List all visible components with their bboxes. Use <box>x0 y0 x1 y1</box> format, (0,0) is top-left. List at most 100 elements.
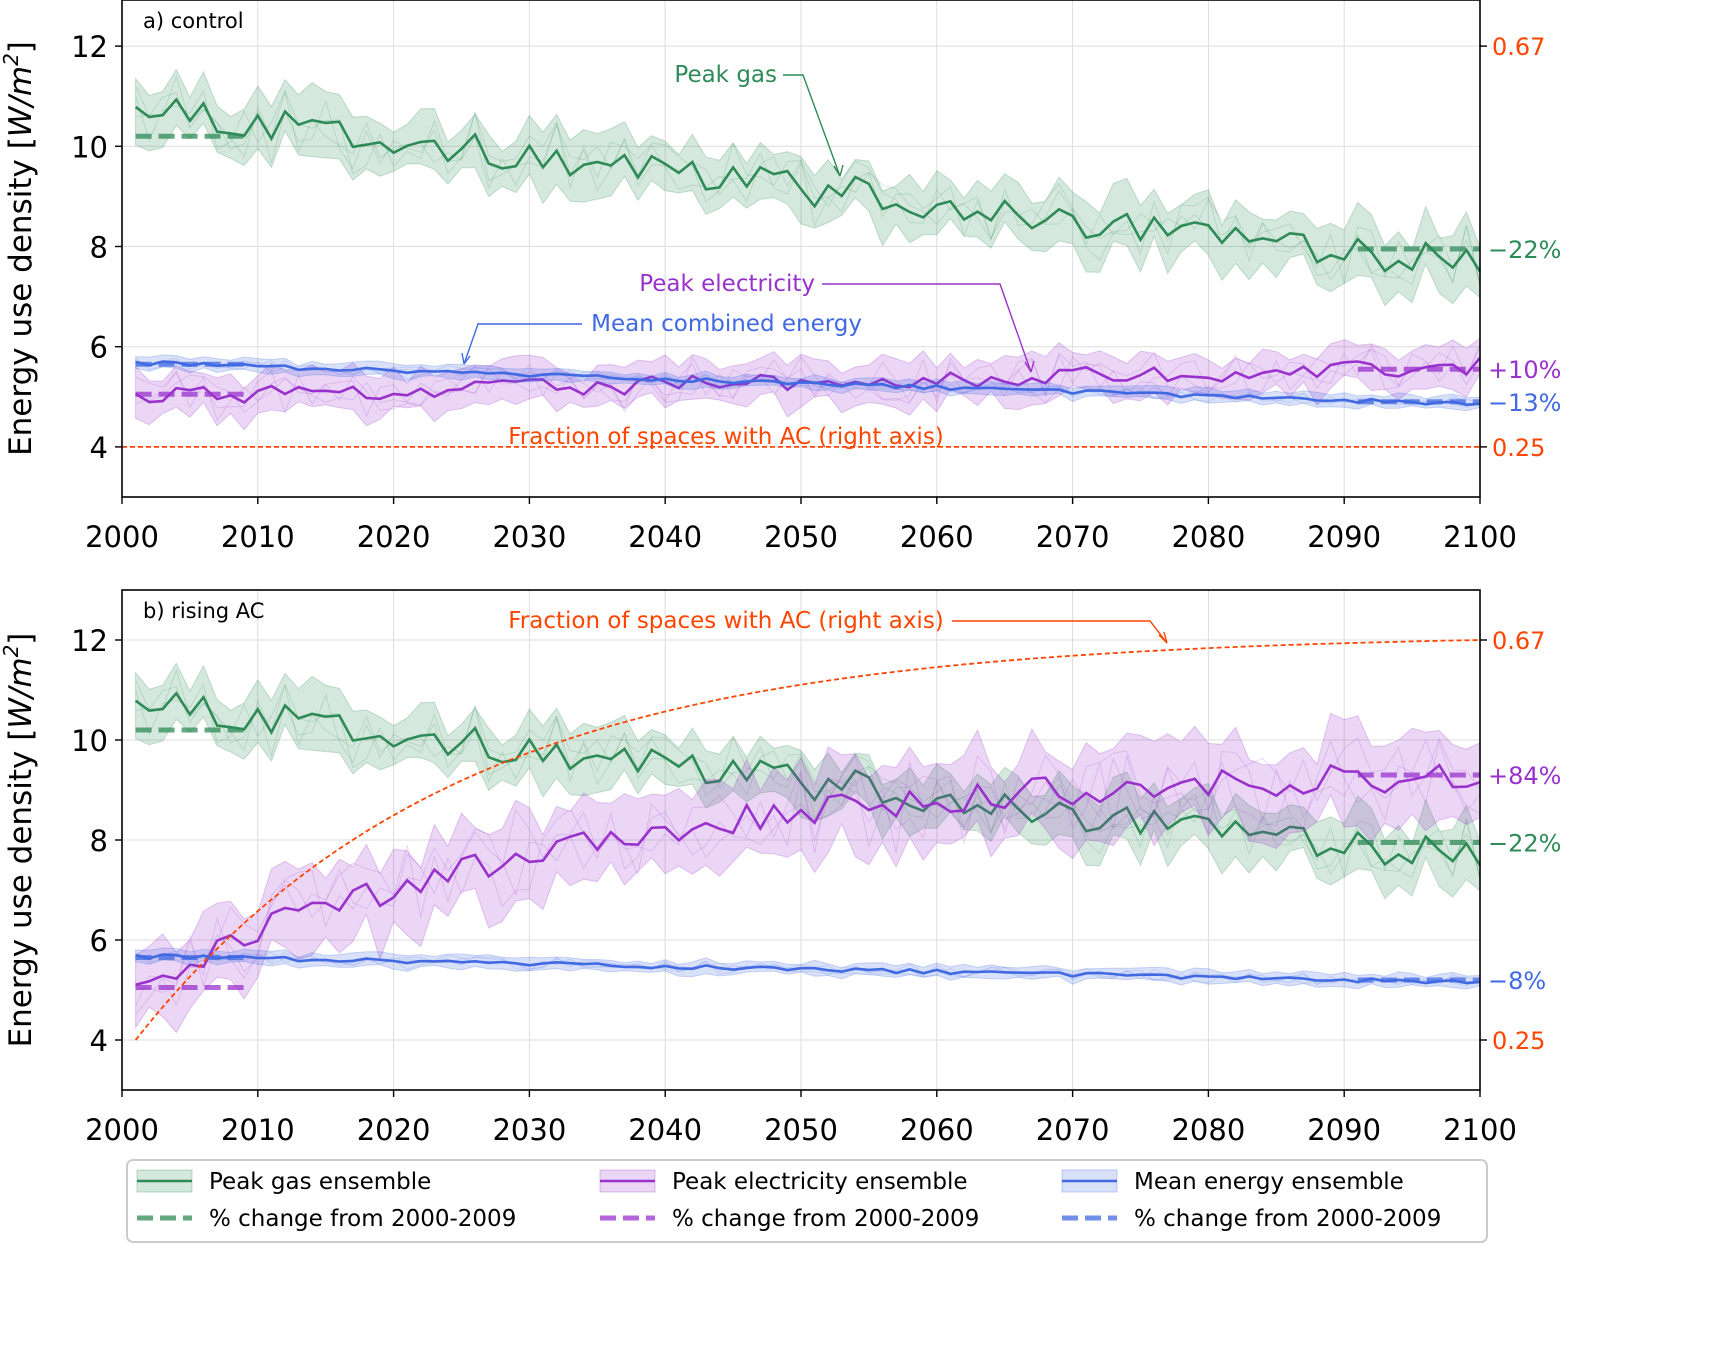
x-tick-label: 2040 <box>628 1113 702 1147</box>
legend-dash-label: % change from 2000-2009 <box>672 1206 979 1232</box>
ensemble-member-line <box>135 74 1481 285</box>
x-tick-label: 2090 <box>1307 1113 1381 1147</box>
annotation-arrowhead-electricity <box>1024 360 1035 373</box>
x-tick-label: 2100 <box>1443 1113 1517 1147</box>
right-tick-label: 0.67 <box>1492 33 1545 61</box>
legend-item-1: Peak gas ensemble % change from 2000-2009 <box>136 1169 516 1232</box>
y-axis-label-close: ] <box>3 41 39 53</box>
y-tick-label: 6 <box>90 924 108 958</box>
ensemble-member-line <box>135 357 1481 406</box>
panel-b: −22% +84% −8% 2000 2010 2020 2030 2040 2050 2060 2… <box>0 589 1561 1147</box>
legend-frame <box>126 1159 1488 1243</box>
change-label: −13% <box>1488 389 1561 417</box>
annotation-arrowhead-ac <box>1158 631 1168 644</box>
x-tick-label: 2030 <box>492 520 566 554</box>
annotation-arrowhead-mean <box>461 352 471 365</box>
x-tick-label: 2080 <box>1171 520 1245 554</box>
panel-a: −22% +10% −13% 2000 2010 2020 2030 2040 2050 2060… <box>0 0 1561 554</box>
annotation-ac-fraction: Fraction of spaces with AC (right axis) <box>508 608 944 634</box>
legend-item-2: Peak electricity ensemble % change from 2… <box>599 1169 979 1232</box>
annotation-arrow-ac <box>952 620 1168 644</box>
y-tick-label: 8 <box>90 231 108 265</box>
y-axis-label-unit: W/m <box>3 657 39 728</box>
x-tick-label: 2070 <box>1036 520 1110 554</box>
legend-item-3: Mean energy ensemble % change from 2000-2… <box>1061 1169 1441 1232</box>
y-axis-label-close: ] <box>3 633 39 645</box>
series-line <box>134 97 1482 273</box>
y-tick-label: 4 <box>90 1024 108 1058</box>
y-tick-label: 8 <box>90 824 108 858</box>
y-axis-label: Energy use density [W/m2] <box>0 633 39 1048</box>
y-tick-label: 10 <box>71 130 108 164</box>
ensemble-member-line <box>135 736 1481 994</box>
change-label: −22% <box>1488 236 1561 264</box>
ensemble-member-line <box>135 89 1481 286</box>
ensemble-member-line <box>135 951 1481 985</box>
x-tick-label: 2010 <box>221 1113 295 1147</box>
annotation-arrow-electricity <box>822 283 1032 373</box>
annotation-peak-electricity: Peak electricity <box>639 271 815 297</box>
x-tick-label: 2070 <box>1036 1113 1110 1147</box>
y-axis-label-sup: 2 <box>0 645 23 658</box>
x-tick-label: 2060 <box>900 1113 974 1147</box>
x-tick-label: 2010 <box>221 520 295 554</box>
x-tick-label: 2080 <box>1171 1113 1245 1147</box>
legend: Peak gas ensemble % change from 2000-2009… <box>126 1159 1488 1243</box>
ensemble-member-line <box>135 679 1481 879</box>
change-label: −22% <box>1488 830 1561 858</box>
legend-line-label: Mean energy ensemble <box>1134 1169 1404 1195</box>
y-tick-label: 6 <box>90 331 108 365</box>
panel-title: a) control <box>143 9 244 33</box>
y-tick-label: 12 <box>71 624 108 658</box>
ensemble-member-line <box>135 683 1481 880</box>
annotation-mean-combined: Mean combined energy <box>591 311 862 337</box>
y-tick-label: 4 <box>90 431 108 465</box>
annotation-arrow-mean <box>463 323 582 365</box>
grid <box>121 590 1481 1090</box>
right-tick-label: 0.67 <box>1492 627 1545 655</box>
right-tick-label: 0.25 <box>1492 434 1545 462</box>
ensemble-member-line <box>135 345 1481 415</box>
y-axis-label-text: Energy use density [ <box>3 729 39 1048</box>
y-axis-label-unit: W/m <box>3 66 39 137</box>
x-tick-label: 2050 <box>764 1113 838 1147</box>
series-line <box>135 763 1481 987</box>
x-tick-label: 2100 <box>1443 520 1517 554</box>
legend-dash-label: % change from 2000-2009 <box>1134 1206 1441 1232</box>
y-axis-label-text: Energy use density [ <box>3 137 39 456</box>
series-mean-energy-ensemble: −13% <box>135 354 1561 417</box>
ensemble-member-line <box>135 738 1481 1008</box>
change-label: +10% <box>1488 356 1561 384</box>
annotation-arrowhead-gas <box>833 164 844 177</box>
legend-line-label: Peak gas ensemble <box>209 1169 431 1195</box>
ensemble-member-line <box>135 739 1481 1016</box>
x-tick-label: 2030 <box>492 1113 566 1147</box>
y-axis-label: Energy use density [W/m2] <box>0 41 39 456</box>
x-tick-label: 2060 <box>900 520 974 554</box>
right-tick-label: 0.25 <box>1492 1027 1545 1055</box>
x-tick-label: 2050 <box>764 520 838 554</box>
series-line <box>134 691 1482 867</box>
series-mean-energy-ensemble: −8% <box>135 947 1546 995</box>
x-tick-label: 2090 <box>1307 520 1381 554</box>
x-tick-label: 2020 <box>357 1113 431 1147</box>
panel-title: b) rising AC <box>143 599 264 623</box>
x-tick-label: 2000 <box>85 1113 159 1147</box>
legend-line-label: Peak electricity ensemble <box>672 1169 968 1195</box>
annotation-ac-fraction: Fraction of spaces with AC (right axis) <box>508 424 944 450</box>
ensemble-member-line <box>135 668 1481 879</box>
series-line <box>135 360 1481 407</box>
ac-fraction-line <box>134 639 1481 1041</box>
series-line <box>135 953 1481 985</box>
y-tick-label: 10 <box>71 724 108 758</box>
change-label: +84% <box>1488 762 1561 790</box>
annotation-arrow-gas <box>783 74 841 177</box>
x-tick-label: 2000 <box>85 520 159 554</box>
ensemble-member-line <box>135 85 1481 286</box>
change-label: −8% <box>1488 967 1546 995</box>
series-peak-gas-ensemble: −22% <box>134 68 1561 307</box>
x-tick-label: 2040 <box>628 520 702 554</box>
y-axis-label-sup: 2 <box>0 53 23 66</box>
